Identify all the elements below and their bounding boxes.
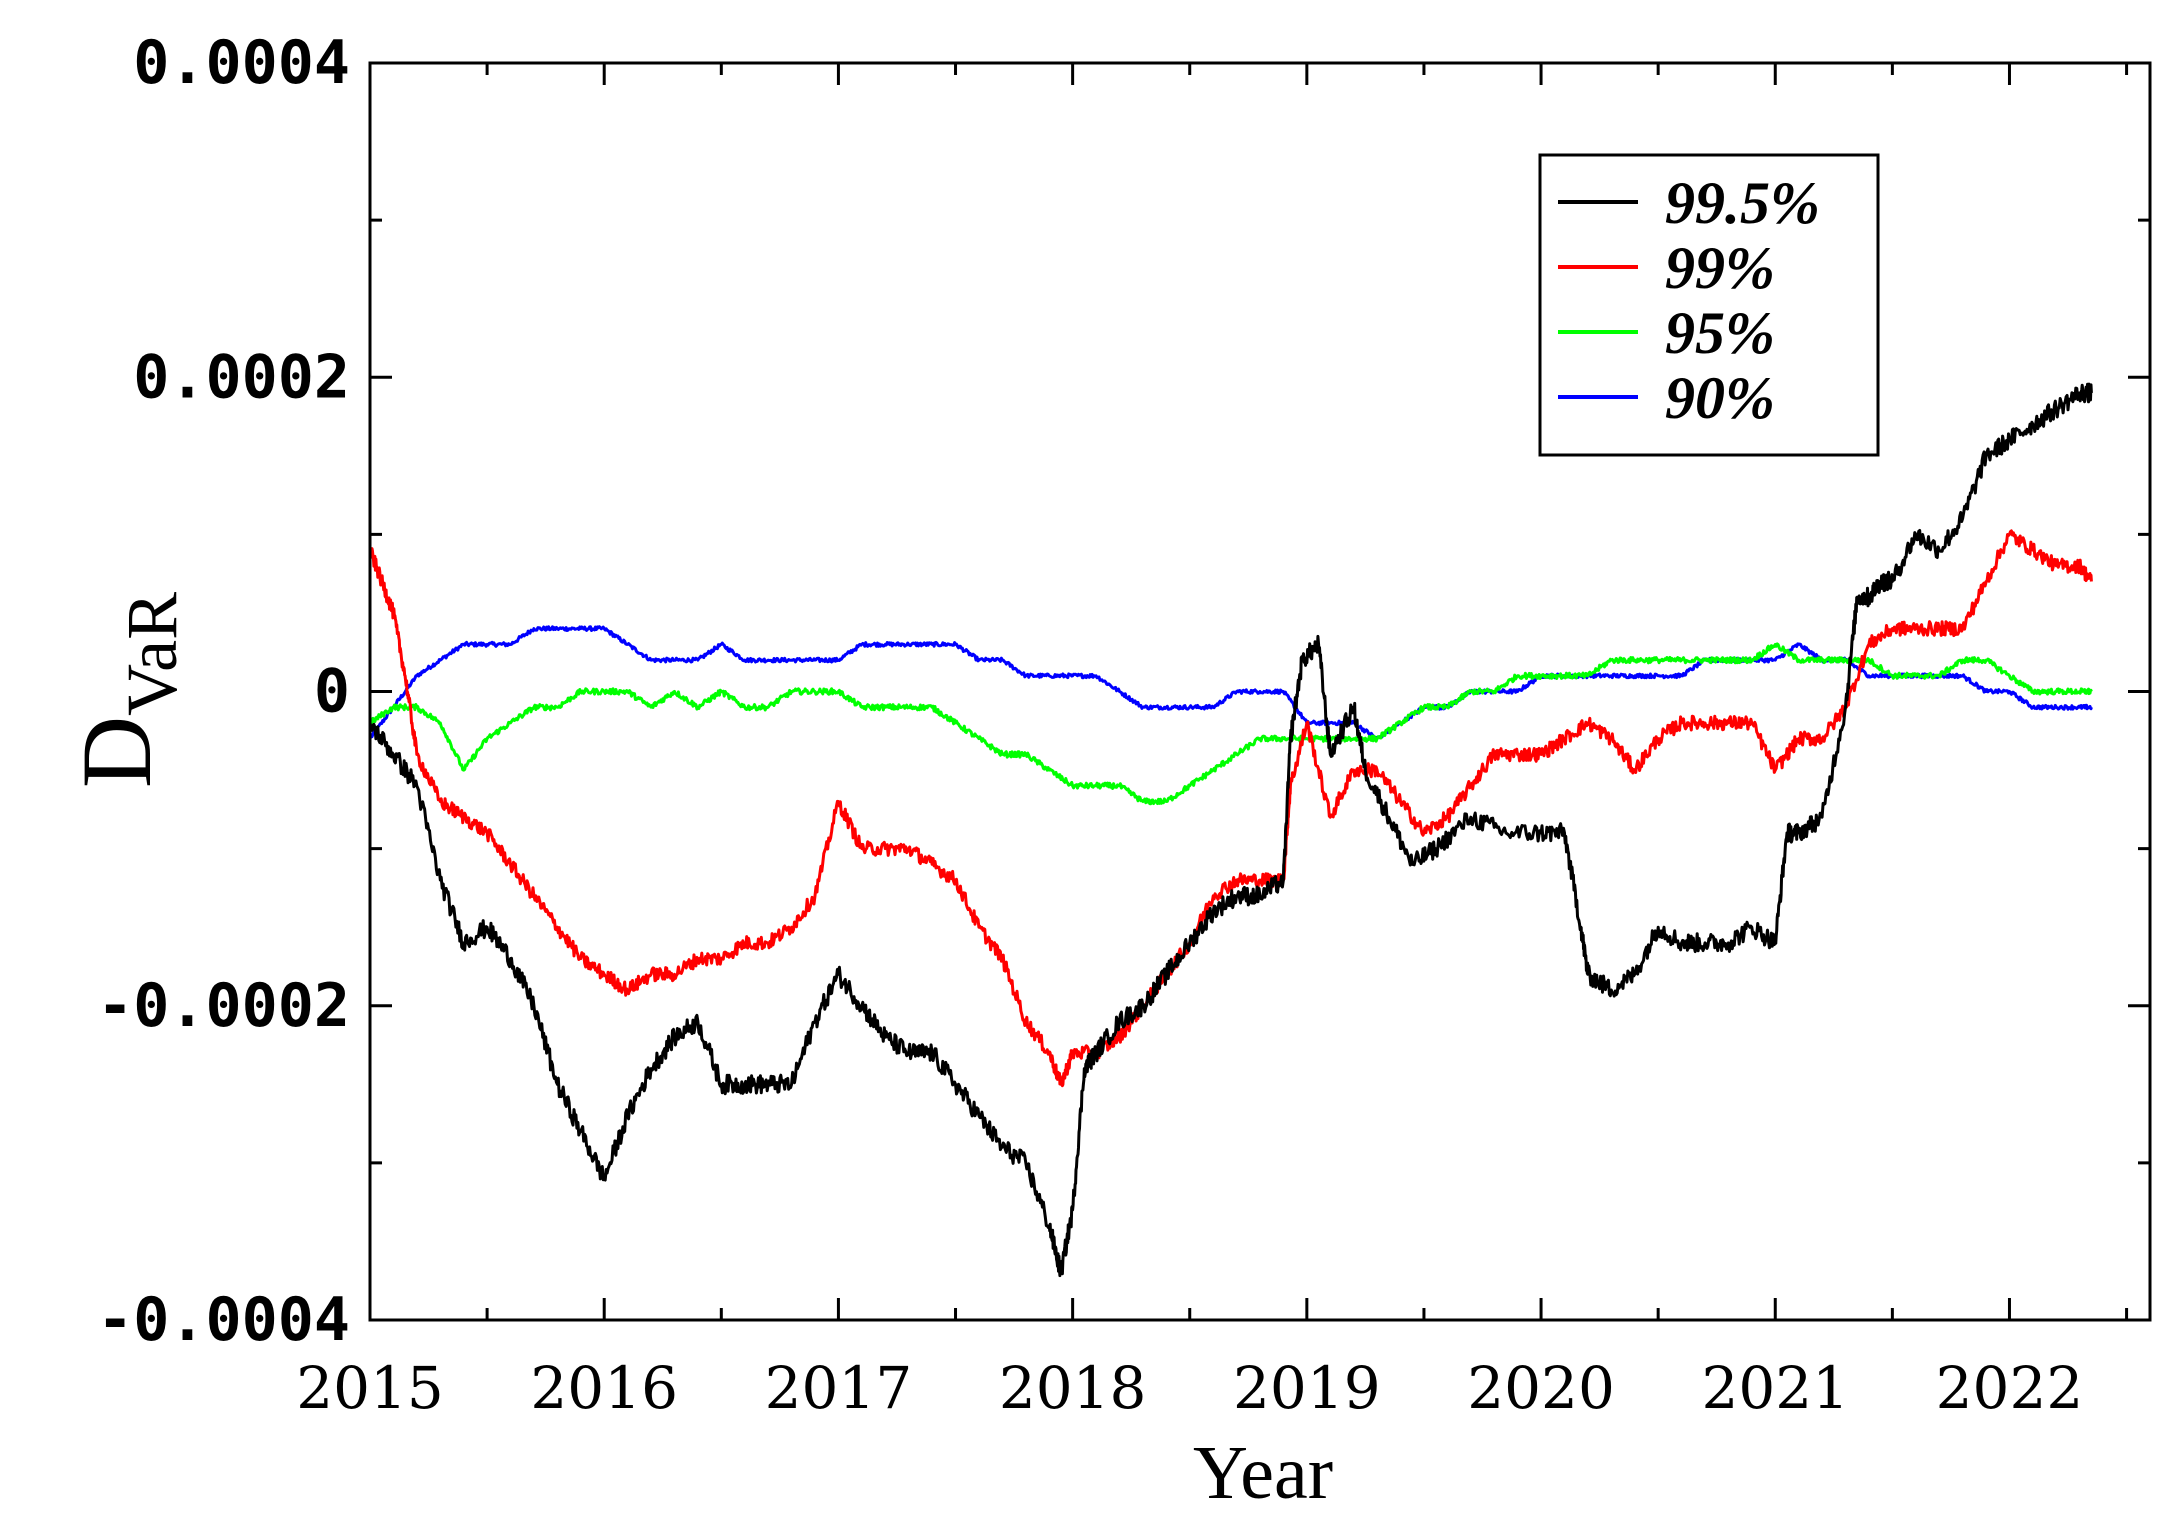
x-tick-label: 2019 — [1233, 1354, 1381, 1422]
y-tick-label: -0.0004 — [97, 1285, 350, 1355]
legend-label: 95% — [1665, 300, 1775, 366]
x-axis-title: Year — [1193, 1431, 1333, 1515]
ticklabels-layer: -0.0004 -0.0002 0 0.0002 0.0004 2015 2016 2017 2… — [97, 28, 2083, 1422]
legend-label: 90% — [1665, 365, 1775, 431]
y-tick-label: 0 — [314, 657, 350, 727]
x-tick-label: 2015 — [296, 1354, 444, 1422]
legend-label: 99% — [1665, 235, 1775, 301]
x-tick-label: 2018 — [999, 1354, 1147, 1422]
series-line-95pct — [368, 642, 2093, 806]
legend-box — [1538, 153, 1880, 457]
series-line-90pct — [368, 625, 2093, 741]
y-tick-label: -0.0002 — [97, 971, 350, 1041]
y-axis-title-main: D — [61, 716, 172, 788]
y-tick-label: 0.0004 — [133, 28, 350, 98]
x-tick-label: 2021 — [1701, 1354, 1849, 1422]
svg-text:DVaR: DVaR — [61, 592, 192, 788]
x-tick-label: 2022 — [1936, 1354, 2084, 1422]
x-tick-label: 2016 — [530, 1354, 678, 1422]
series-line-99pct — [369, 529, 2093, 1088]
legend-label: 99.5% — [1665, 170, 1820, 236]
series-layer — [368, 382, 2093, 1278]
legend: 99.5%99%95%90% — [1538, 153, 1880, 457]
x-tick-label: 2017 — [765, 1354, 913, 1422]
series-line-99_5pct — [368, 382, 2093, 1278]
y-axis-title-subscript: VaR — [112, 592, 192, 716]
ticks-layer — [368, 61, 2150, 1322]
legend-items: 99.5%99%95%90% — [1558, 170, 1820, 431]
y-axis-title: DVaR — [61, 592, 192, 788]
x-tick-label: 2020 — [1467, 1354, 1615, 1422]
y-tick-label: 0.0002 — [133, 342, 350, 412]
